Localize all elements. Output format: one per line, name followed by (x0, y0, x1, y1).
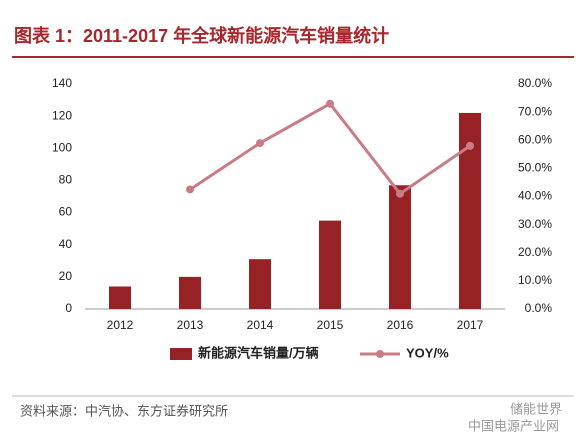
y-tick-label: 140 (52, 76, 72, 90)
y-tick-label: 20 (59, 269, 73, 283)
legend-swatch (170, 348, 192, 360)
bar (249, 259, 271, 309)
line-marker (466, 141, 474, 150)
y2-tick-label: 80.0% (518, 76, 552, 90)
watermark: 储能世界 (510, 401, 562, 416)
y2-tick-label: 40.0% (518, 189, 552, 203)
bar (109, 286, 131, 309)
bar (389, 185, 411, 309)
source: 资料来源：中汽协、东方证券研究所 (20, 403, 228, 418)
y2-tick-label: 60.0% (518, 132, 552, 146)
legend-label: 新能源汽车销量/万辆 (198, 345, 319, 360)
y2-tick-label: 50.0% (518, 161, 552, 175)
chart-title: 图表 1：2011-2017 年全球新能源汽车销量统计 (14, 25, 389, 46)
line-marker (396, 189, 404, 198)
watermark: 中国电源产业网 (468, 418, 559, 433)
x-tick-label: 2012 (107, 318, 134, 332)
legend-swatch (376, 350, 384, 358)
y-tick-label: 60 (59, 205, 73, 219)
y-tick-label: 40 (59, 237, 73, 251)
y-tick-label: 80 (59, 173, 73, 187)
legend-label: YOY/% (406, 345, 449, 360)
y2-tick-label: 10.0% (518, 273, 552, 287)
y2-tick-label: 30.0% (518, 217, 552, 231)
x-tick-label: 2014 (247, 318, 274, 332)
line-marker (326, 99, 334, 108)
x-tick-label: 2016 (387, 318, 414, 332)
x-tick-label: 2013 (177, 318, 204, 332)
y2-tick-label: 70.0% (518, 104, 552, 118)
x-tick-label: 2017 (457, 318, 484, 332)
y-tick-label: 120 (52, 108, 72, 122)
line-marker (256, 139, 264, 148)
y2-tick-label: 20.0% (518, 245, 552, 259)
bar (179, 276, 201, 309)
bar (319, 220, 341, 309)
x-tick-label: 2015 (317, 318, 344, 332)
bar (459, 112, 481, 309)
y-tick-label: 100 (52, 140, 72, 154)
y-tick-label: 0 (65, 301, 72, 315)
y2-tick-label: 0.0% (525, 301, 553, 315)
line-marker (186, 185, 194, 194)
